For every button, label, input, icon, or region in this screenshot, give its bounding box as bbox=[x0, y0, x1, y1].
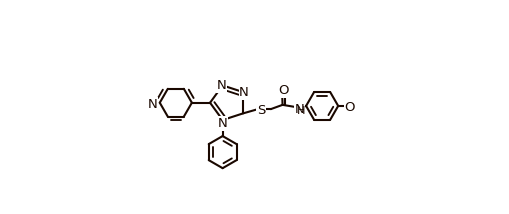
Text: N: N bbox=[239, 86, 248, 99]
Text: N: N bbox=[217, 117, 227, 130]
Text: N: N bbox=[216, 79, 226, 92]
Text: H: H bbox=[296, 106, 304, 116]
Text: O: O bbox=[278, 84, 288, 97]
Text: N: N bbox=[148, 98, 157, 111]
Text: O: O bbox=[344, 101, 354, 114]
Text: N: N bbox=[294, 103, 303, 116]
Text: S: S bbox=[257, 104, 265, 117]
